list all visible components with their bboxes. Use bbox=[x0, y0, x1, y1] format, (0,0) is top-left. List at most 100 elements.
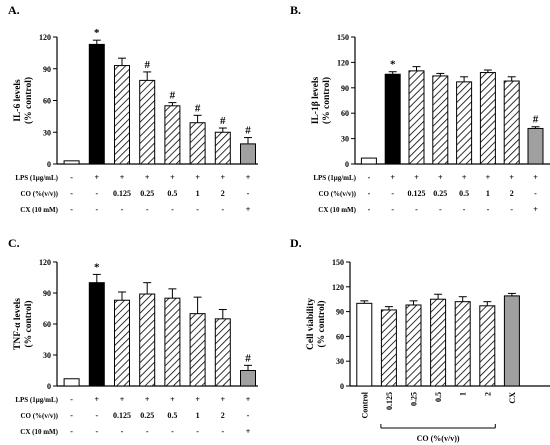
treatment-row-label: CO (%(v/v)) bbox=[20, 190, 58, 198]
bar bbox=[360, 157, 377, 165]
bar bbox=[88, 282, 105, 387]
y-tick-label: 60 bbox=[336, 332, 344, 341]
treatment-cell: + bbox=[414, 173, 419, 182]
treatment-cell: + bbox=[221, 173, 226, 182]
treatment-cell: + bbox=[95, 173, 100, 182]
bar bbox=[405, 304, 422, 387]
bar bbox=[432, 75, 449, 165]
treatment-cell: - bbox=[70, 427, 73, 436]
treatment-cell: - bbox=[415, 205, 418, 214]
treatment-cell: - bbox=[121, 205, 124, 214]
y-tick-label: 60 bbox=[43, 320, 51, 329]
treatment-cell: - bbox=[121, 427, 124, 436]
treatment-cell: + bbox=[170, 395, 175, 404]
treatment-cell: + bbox=[170, 173, 175, 182]
y-tick-label: 120 bbox=[39, 258, 51, 267]
treatment-cell: 2 bbox=[221, 189, 225, 198]
panel-label: C. bbox=[8, 236, 20, 250]
panel-label: A. bbox=[8, 3, 20, 17]
treatment-cell: 1 bbox=[486, 189, 490, 198]
treatment-cell: - bbox=[146, 205, 149, 214]
treatment-cell: + bbox=[120, 395, 125, 404]
panel-label: D. bbox=[290, 236, 302, 250]
bar bbox=[356, 302, 373, 387]
bar bbox=[189, 122, 206, 165]
y-tick-label: 30 bbox=[43, 128, 51, 137]
y-tick-label: 150 bbox=[332, 258, 344, 267]
treatment-row-label: CX (10 mM) bbox=[20, 428, 58, 436]
panel-label: B. bbox=[290, 3, 301, 17]
significance-mark: # bbox=[195, 102, 201, 114]
y-tick-label: 30 bbox=[336, 357, 344, 366]
treatment-cell: - bbox=[146, 427, 149, 436]
bar bbox=[527, 127, 544, 165]
treatment-cell: - bbox=[70, 189, 73, 198]
bar bbox=[164, 105, 181, 165]
y-axis-label: TNF-α levels bbox=[13, 298, 23, 350]
x-tick-label: CX bbox=[508, 392, 517, 404]
bar bbox=[503, 80, 520, 165]
x-tick-label: Control bbox=[360, 391, 369, 418]
treatment-cell: 0.125 bbox=[113, 189, 131, 198]
y-tick-label: 60 bbox=[43, 97, 51, 106]
bar bbox=[63, 160, 80, 165]
significance-mark: # bbox=[245, 125, 251, 137]
treatment-cell: - bbox=[95, 189, 98, 198]
treatment-cell: + bbox=[145, 173, 150, 182]
treatment-row-label: CO (%(v/v)) bbox=[20, 412, 58, 420]
treatment-cell: - bbox=[70, 173, 73, 182]
treatment-cell: - bbox=[439, 205, 442, 214]
y-axis-label: (% control) bbox=[316, 300, 327, 347]
treatment-cell: 2 bbox=[221, 411, 225, 420]
treatment-cell: - bbox=[171, 427, 174, 436]
bar bbox=[430, 298, 447, 387]
y-axis-label: Cell viability bbox=[306, 298, 316, 350]
y-tick-label: 90 bbox=[43, 65, 51, 74]
y-axis-label: (% control) bbox=[23, 300, 34, 347]
treatment-cell: - bbox=[171, 205, 174, 214]
treatment-cell: + bbox=[438, 173, 443, 182]
y-tick-label: 90 bbox=[43, 289, 51, 298]
y-tick-label: 120 bbox=[39, 33, 51, 42]
y-tick-label: 150 bbox=[337, 33, 349, 42]
bar bbox=[408, 70, 425, 165]
treatment-cell: 0.25 bbox=[140, 411, 154, 420]
x-tick-label: 2 bbox=[483, 392, 492, 396]
treatment-cell: - bbox=[95, 411, 98, 420]
treatment-cell: 0.5 bbox=[459, 189, 469, 198]
treatment-cell: + bbox=[509, 173, 514, 182]
treatment-cell: - bbox=[70, 205, 73, 214]
treatment-cell: 0.5 bbox=[167, 189, 177, 198]
treatment-cell: - bbox=[391, 189, 394, 198]
x-tick-label: 0.5 bbox=[434, 392, 443, 402]
treatment-cell: - bbox=[463, 205, 466, 214]
y-axis-label: (% control) bbox=[23, 77, 34, 124]
x-tick-label: 0.25 bbox=[410, 392, 419, 406]
bar bbox=[240, 370, 256, 387]
treatment-cell: + bbox=[533, 205, 538, 214]
y-tick-label: 30 bbox=[341, 135, 349, 144]
treatment-cell: - bbox=[510, 205, 513, 214]
treatment-cell: 0.5 bbox=[167, 411, 177, 420]
significance-mark: * bbox=[94, 27, 100, 39]
bar bbox=[214, 318, 231, 387]
treatment-cell: - bbox=[391, 205, 394, 214]
treatment-cell: + bbox=[95, 395, 100, 404]
treatment-cell: + bbox=[221, 395, 226, 404]
significance-mark: * bbox=[94, 261, 100, 273]
y-tick-label: 0 bbox=[345, 160, 349, 169]
treatment-cell: - bbox=[221, 427, 224, 436]
treatment-cell: - bbox=[70, 411, 73, 420]
treatment-cell: - bbox=[368, 205, 371, 214]
significance-mark: # bbox=[533, 114, 539, 126]
treatment-cell: - bbox=[247, 189, 250, 198]
significance-mark: # bbox=[170, 90, 176, 102]
bar bbox=[503, 295, 520, 387]
bar bbox=[479, 305, 496, 387]
y-tick-label: 120 bbox=[332, 283, 344, 292]
bar bbox=[479, 72, 496, 165]
panel-c: C. 0 30 60 90 120 TNF-α levels (% control) * # LPS… bbox=[8, 236, 258, 436]
treatment-cell: + bbox=[246, 173, 251, 182]
significance-mark: # bbox=[245, 352, 251, 364]
bar bbox=[88, 43, 105, 165]
